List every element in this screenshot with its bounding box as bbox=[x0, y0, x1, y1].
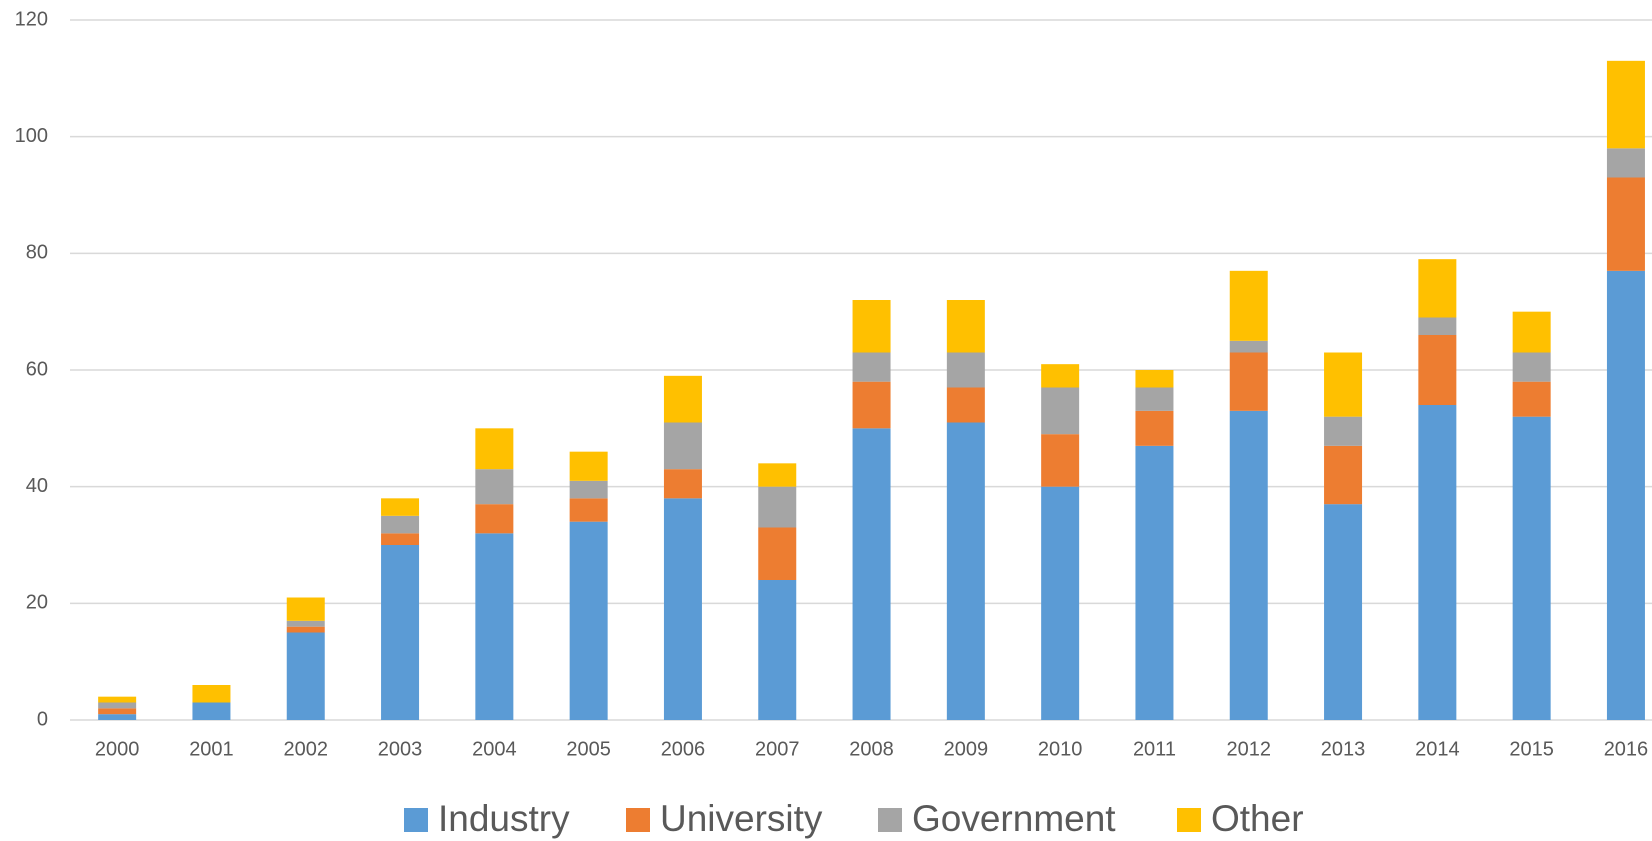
bar-segment bbox=[946, 422, 985, 720]
bar-segment bbox=[1418, 335, 1457, 405]
bar-segment bbox=[1324, 416, 1363, 446]
bar-segment bbox=[1324, 504, 1363, 720]
bar-segment bbox=[1229, 352, 1268, 411]
bar-segment bbox=[381, 515, 420, 534]
bar-segment bbox=[663, 375, 702, 423]
bar-segment bbox=[852, 381, 891, 429]
legend-label: Other bbox=[1211, 798, 1304, 839]
bar-segment bbox=[1512, 352, 1551, 382]
bar-segment bbox=[1512, 416, 1551, 720]
y-tick-label: 80 bbox=[26, 242, 48, 264]
x-tick-label: 2016 bbox=[1604, 738, 1649, 760]
bar-segment bbox=[98, 708, 137, 715]
legend-label: Government bbox=[912, 798, 1116, 839]
bar-segment bbox=[1418, 405, 1457, 720]
bar-segment bbox=[475, 533, 514, 720]
y-tick-label: 40 bbox=[26, 475, 48, 497]
x-tick-label: 2015 bbox=[1509, 738, 1554, 760]
bar-segment bbox=[98, 702, 137, 709]
bar-segment bbox=[381, 498, 420, 516]
bar-segment bbox=[286, 632, 325, 720]
y-tick-label: 100 bbox=[15, 125, 48, 147]
bar-segment bbox=[569, 451, 608, 481]
bar-segment bbox=[1324, 352, 1363, 417]
bar-segment bbox=[1135, 410, 1174, 446]
bar-segment bbox=[98, 696, 137, 703]
legend-swatch bbox=[1177, 808, 1201, 832]
bar-segment bbox=[569, 480, 608, 499]
bar-segment bbox=[1606, 177, 1645, 271]
x-tick-label: 2009 bbox=[944, 738, 989, 760]
x-tick-label: 2010 bbox=[1038, 738, 1083, 760]
x-tick-label: 2008 bbox=[849, 738, 894, 760]
bar-segment bbox=[1324, 445, 1363, 505]
bar-segment bbox=[663, 422, 702, 470]
bar-segment bbox=[1041, 387, 1080, 435]
bar-segment bbox=[286, 597, 325, 621]
x-tick-label: 2000 bbox=[95, 738, 140, 760]
bar-segment bbox=[1135, 370, 1174, 388]
bar-segment bbox=[663, 469, 702, 499]
x-tick-label: 2006 bbox=[661, 738, 706, 760]
x-tick-label: 2002 bbox=[284, 738, 329, 760]
bar-segment bbox=[381, 533, 420, 545]
bar-segment bbox=[1229, 340, 1268, 353]
bar-segment bbox=[758, 527, 797, 580]
x-tick-label: 2012 bbox=[1227, 738, 1272, 760]
y-tick-label: 0 bbox=[37, 708, 48, 730]
x-tick-label: 2007 bbox=[755, 738, 800, 760]
legend-swatch bbox=[878, 808, 902, 832]
bar-segment bbox=[1229, 410, 1268, 720]
legend-label: Industry bbox=[438, 798, 570, 839]
bar-segment bbox=[475, 504, 514, 534]
bar-segment bbox=[475, 469, 514, 505]
bar-segment bbox=[946, 387, 985, 423]
y-tick-label: 60 bbox=[26, 358, 48, 380]
bar-segment bbox=[1418, 317, 1457, 335]
bar-segment bbox=[852, 300, 891, 353]
bar-segment bbox=[381, 545, 420, 720]
legend-swatch bbox=[404, 808, 428, 832]
bar-segment bbox=[1606, 60, 1645, 149]
bar-segment bbox=[946, 300, 985, 353]
bar-segment bbox=[569, 521, 608, 720]
x-tick-label: 2001 bbox=[189, 738, 234, 760]
bar-segment bbox=[1041, 486, 1080, 720]
bar-segment bbox=[1229, 270, 1268, 341]
x-tick-label: 2005 bbox=[566, 738, 611, 760]
bar-segment bbox=[98, 714, 137, 720]
x-tick-label: 2003 bbox=[378, 738, 423, 760]
bar-segment bbox=[192, 702, 231, 720]
legend-label: University bbox=[660, 798, 823, 839]
y-tick-label: 20 bbox=[26, 592, 48, 614]
x-tick-label: 2011 bbox=[1133, 738, 1176, 760]
bar-segment bbox=[1135, 445, 1174, 720]
bar-segment bbox=[758, 580, 797, 720]
bar-segment bbox=[1135, 387, 1174, 411]
bar-segment bbox=[1512, 311, 1551, 353]
bar-segment bbox=[569, 498, 608, 522]
bar-segment bbox=[946, 352, 985, 388]
bar-segment bbox=[1041, 364, 1080, 388]
bar-segment bbox=[1606, 270, 1645, 720]
legend-swatch bbox=[626, 808, 650, 832]
bar-segment bbox=[286, 626, 325, 633]
bar-segment bbox=[286, 620, 325, 627]
bar-segment bbox=[1041, 434, 1080, 487]
bar-segment bbox=[852, 428, 891, 720]
bar-segment bbox=[192, 685, 231, 703]
bar-segment bbox=[758, 463, 797, 487]
bar-segment bbox=[1606, 148, 1645, 178]
x-tick-label: 2004 bbox=[472, 738, 517, 760]
bar-segment bbox=[1512, 381, 1551, 417]
bar-segment bbox=[1418, 259, 1457, 318]
bar-segment bbox=[852, 352, 891, 382]
x-tick-label: 2013 bbox=[1321, 738, 1366, 760]
bar-segment bbox=[758, 486, 797, 528]
y-tick-label: 120 bbox=[15, 8, 48, 30]
x-tick-label: 2014 bbox=[1415, 738, 1460, 760]
bar-segment bbox=[475, 428, 514, 470]
bar-segment bbox=[663, 498, 702, 720]
